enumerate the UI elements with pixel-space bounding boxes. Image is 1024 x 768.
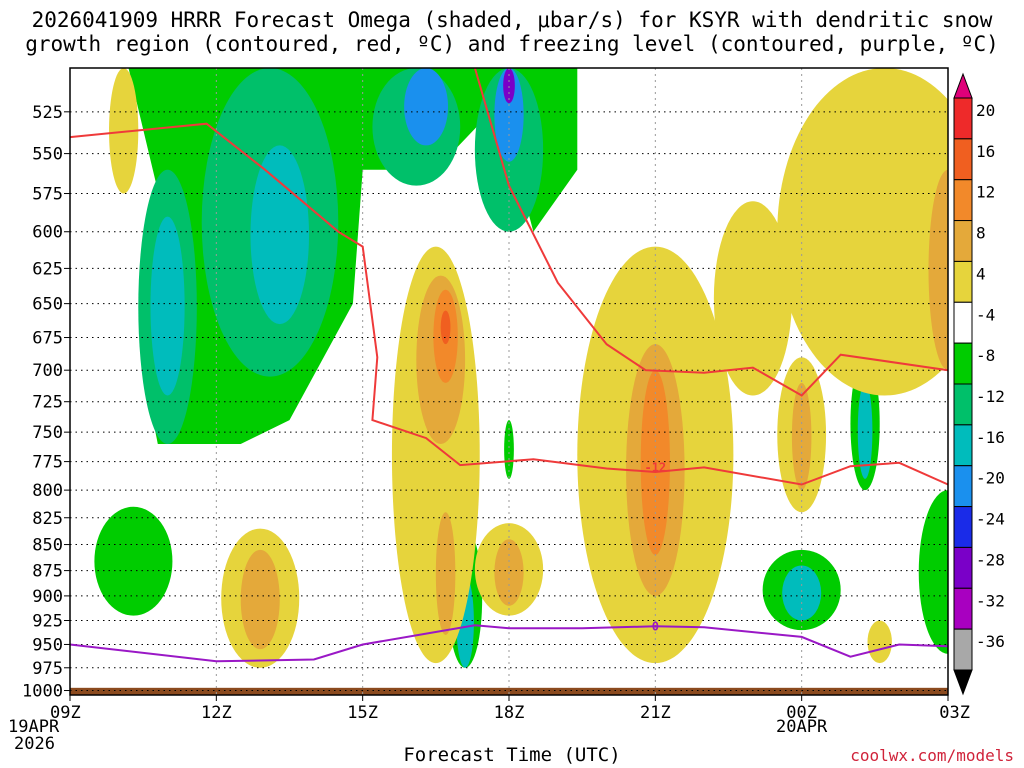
colorbar: 20 16 12 8 4 -4 -8 -12 -16 -20 -24 -28 -32 -36 [953, 72, 1005, 696]
colorbar-label: -4 [976, 305, 995, 324]
upward-small [504, 420, 514, 479]
colorbar-box [953, 220, 973, 262]
y-tick-label: 625 [32, 259, 63, 279]
downward-1d [440, 310, 451, 345]
colorbar-label: 4 [976, 264, 986, 283]
upward-core-1b [150, 216, 185, 396]
colorbar-box [953, 546, 973, 589]
downward-4b [791, 382, 812, 491]
downward-9 [867, 620, 892, 664]
mid-date-label: 20APR [776, 717, 828, 737]
upward-core-4c [503, 68, 515, 104]
colorbar-label: 12 [976, 183, 995, 202]
upward-core-2b [250, 145, 310, 325]
x-tick-label: 09Z [50, 703, 81, 723]
colorbar-box [953, 97, 973, 140]
start-year-label: 2026 [14, 734, 55, 754]
colorbar-box [953, 342, 973, 385]
downward-3 [713, 201, 792, 396]
y-tick-label: 575 [32, 185, 63, 205]
contour-label-dgz: -12 [644, 460, 666, 474]
colorbar-box [953, 260, 973, 303]
surface-strip [70, 687, 948, 695]
x-tick-label: 15Z [347, 703, 378, 723]
y-tick-label: 900 [32, 587, 63, 607]
y-tick-label: 600 [32, 223, 63, 243]
x-tick-label: 12Z [201, 703, 232, 723]
contour-dendritic-snow-growth-region [69, 122, 949, 486]
y-tick-label: 825 [32, 509, 63, 529]
chart-title-line2: growth region (contoured, red, ºC) and f… [25, 32, 999, 56]
colorbar-box [953, 179, 973, 222]
start-date-label: 19APR [8, 717, 60, 737]
chart-title-line1: 2026041909 HRRR Forecast Omega (shaded, … [31, 8, 993, 32]
downward-5b [240, 549, 280, 650]
y-tick-label: 525 [32, 103, 63, 123]
colorbar-box [953, 383, 973, 426]
x-tick-label: 18Z [494, 703, 525, 723]
contour-label-freezing: 0 [652, 619, 659, 633]
x-axis-title: Forecast Time (UTC) [403, 744, 621, 766]
colorbar-label: -28 [976, 550, 1005, 569]
colorbar-box [953, 424, 973, 467]
colorbar-label: -32 [976, 591, 1005, 610]
colorbar-label: -24 [976, 510, 1005, 529]
credit-link[interactable]: coolwx.com/models [850, 746, 1014, 765]
colorbar-box [953, 587, 973, 630]
colorbar-box [953, 465, 973, 508]
downward-10 [435, 512, 456, 635]
colorbar-box [953, 506, 973, 548]
colorbar-top-arrow [953, 72, 973, 99]
y-tick-label: 950 [32, 635, 63, 655]
y-tick-label: 875 [32, 562, 63, 582]
colorbar-box [953, 138, 973, 181]
upward-low-5 [918, 490, 948, 654]
colorbar-label: 8 [976, 224, 986, 243]
colorbar-box [953, 301, 973, 344]
contour-freezing-level [69, 624, 949, 663]
x-tick-label: 00Z [786, 703, 817, 723]
y-tick-label: 850 [32, 536, 63, 556]
upward-mid-4b [857, 382, 873, 479]
colorbar-box [953, 628, 973, 671]
colorbar-label: 20 [976, 101, 995, 120]
upward-core-4b [494, 68, 524, 162]
y-tick-label: 750 [32, 423, 63, 443]
colorbar-label: -20 [976, 469, 1005, 488]
x-tick-label: 21Z [640, 703, 671, 723]
x-tick-label: 03Z [939, 703, 970, 723]
colorbar-label: 16 [976, 142, 995, 161]
y-tick-label: 1000 [22, 682, 63, 702]
upward-low-3b [782, 565, 822, 621]
y-tick-label: 775 [32, 453, 63, 473]
y-tick-label: 675 [32, 329, 63, 349]
upward-core-3b [404, 68, 449, 146]
y-tick-label: 975 [32, 659, 63, 679]
downward-7b [928, 169, 948, 371]
shaded-field [94, 68, 948, 668]
contour-dendritic-snow-growth-region [473, 67, 949, 397]
colorbar-label: -36 [976, 632, 1005, 651]
y-tick-label: 800 [32, 481, 63, 501]
colorbar-bottom-arrow [953, 669, 973, 696]
y-tick-label: 650 [32, 295, 63, 315]
colorbar-label: -16 [976, 428, 1005, 447]
y-tick-label: 700 [32, 361, 63, 381]
colorbar-label: -8 [976, 346, 995, 365]
upward-low-1 [94, 506, 173, 616]
downward-2c [640, 370, 670, 556]
downward-8 [109, 68, 139, 194]
y-tick-label: 925 [32, 612, 63, 632]
colorbar-label: -12 [976, 387, 1005, 406]
y-tick-label: 550 [32, 145, 63, 165]
y-tick-label: 725 [32, 393, 63, 413]
